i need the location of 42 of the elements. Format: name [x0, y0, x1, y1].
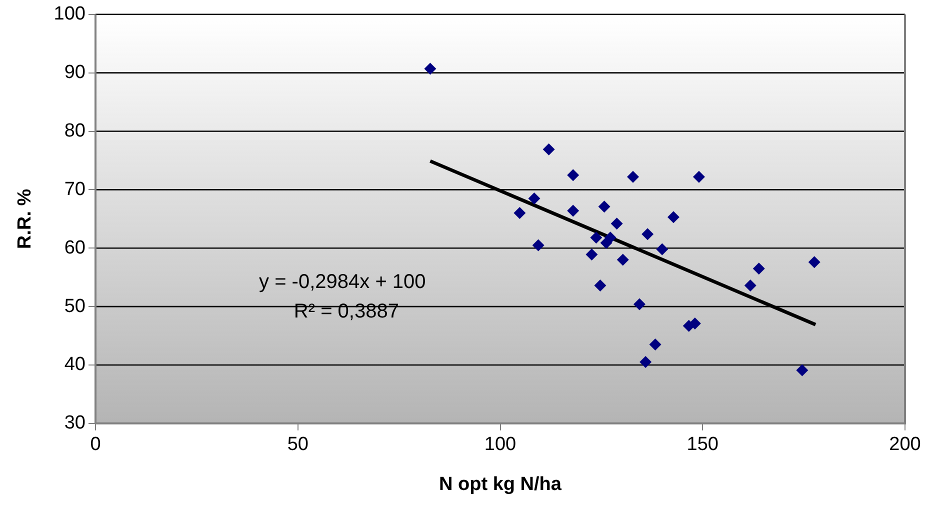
y-axis-title: R.R. %	[14, 188, 36, 249]
point	[633, 298, 646, 310]
y-tick-label: 40	[64, 354, 86, 376]
y-tick-label: 90	[64, 62, 86, 84]
x-tick-label: 200	[889, 434, 921, 456]
x-tick-label: 50	[287, 434, 308, 456]
point	[616, 254, 629, 266]
point	[528, 192, 540, 204]
point	[692, 170, 705, 183]
x-tick-label: 100	[484, 434, 516, 456]
point	[594, 280, 606, 292]
y-tick-label: 60	[64, 237, 86, 258]
y-tick-label: 70	[64, 178, 86, 200]
y-tick-label: 50	[64, 296, 86, 317]
point	[796, 364, 808, 376]
point	[627, 170, 640, 183]
point	[667, 211, 680, 224]
point	[642, 228, 654, 240]
point	[424, 62, 436, 75]
y-tick-label: 100	[54, 4, 86, 25]
point	[640, 356, 652, 368]
point	[752, 262, 765, 275]
point	[590, 232, 602, 244]
point	[656, 243, 668, 256]
x-tick-label: 0	[90, 434, 101, 456]
point	[542, 143, 555, 156]
x-tick-label: 150	[686, 434, 718, 456]
point	[586, 248, 598, 261]
point	[567, 204, 580, 217]
point	[600, 236, 612, 249]
point	[598, 200, 610, 213]
point	[514, 207, 526, 220]
point	[744, 280, 756, 292]
y-tick-label: 80	[64, 120, 86, 142]
y-tick-label: 30	[64, 412, 86, 434]
point	[649, 338, 662, 351]
x-axis-title: N opt kg N/ha	[439, 474, 562, 495]
annotation: y = -0,2984x + 100	[259, 270, 426, 293]
point	[808, 256, 820, 268]
point	[567, 169, 580, 182]
point	[532, 239, 544, 252]
point	[610, 218, 623, 230]
